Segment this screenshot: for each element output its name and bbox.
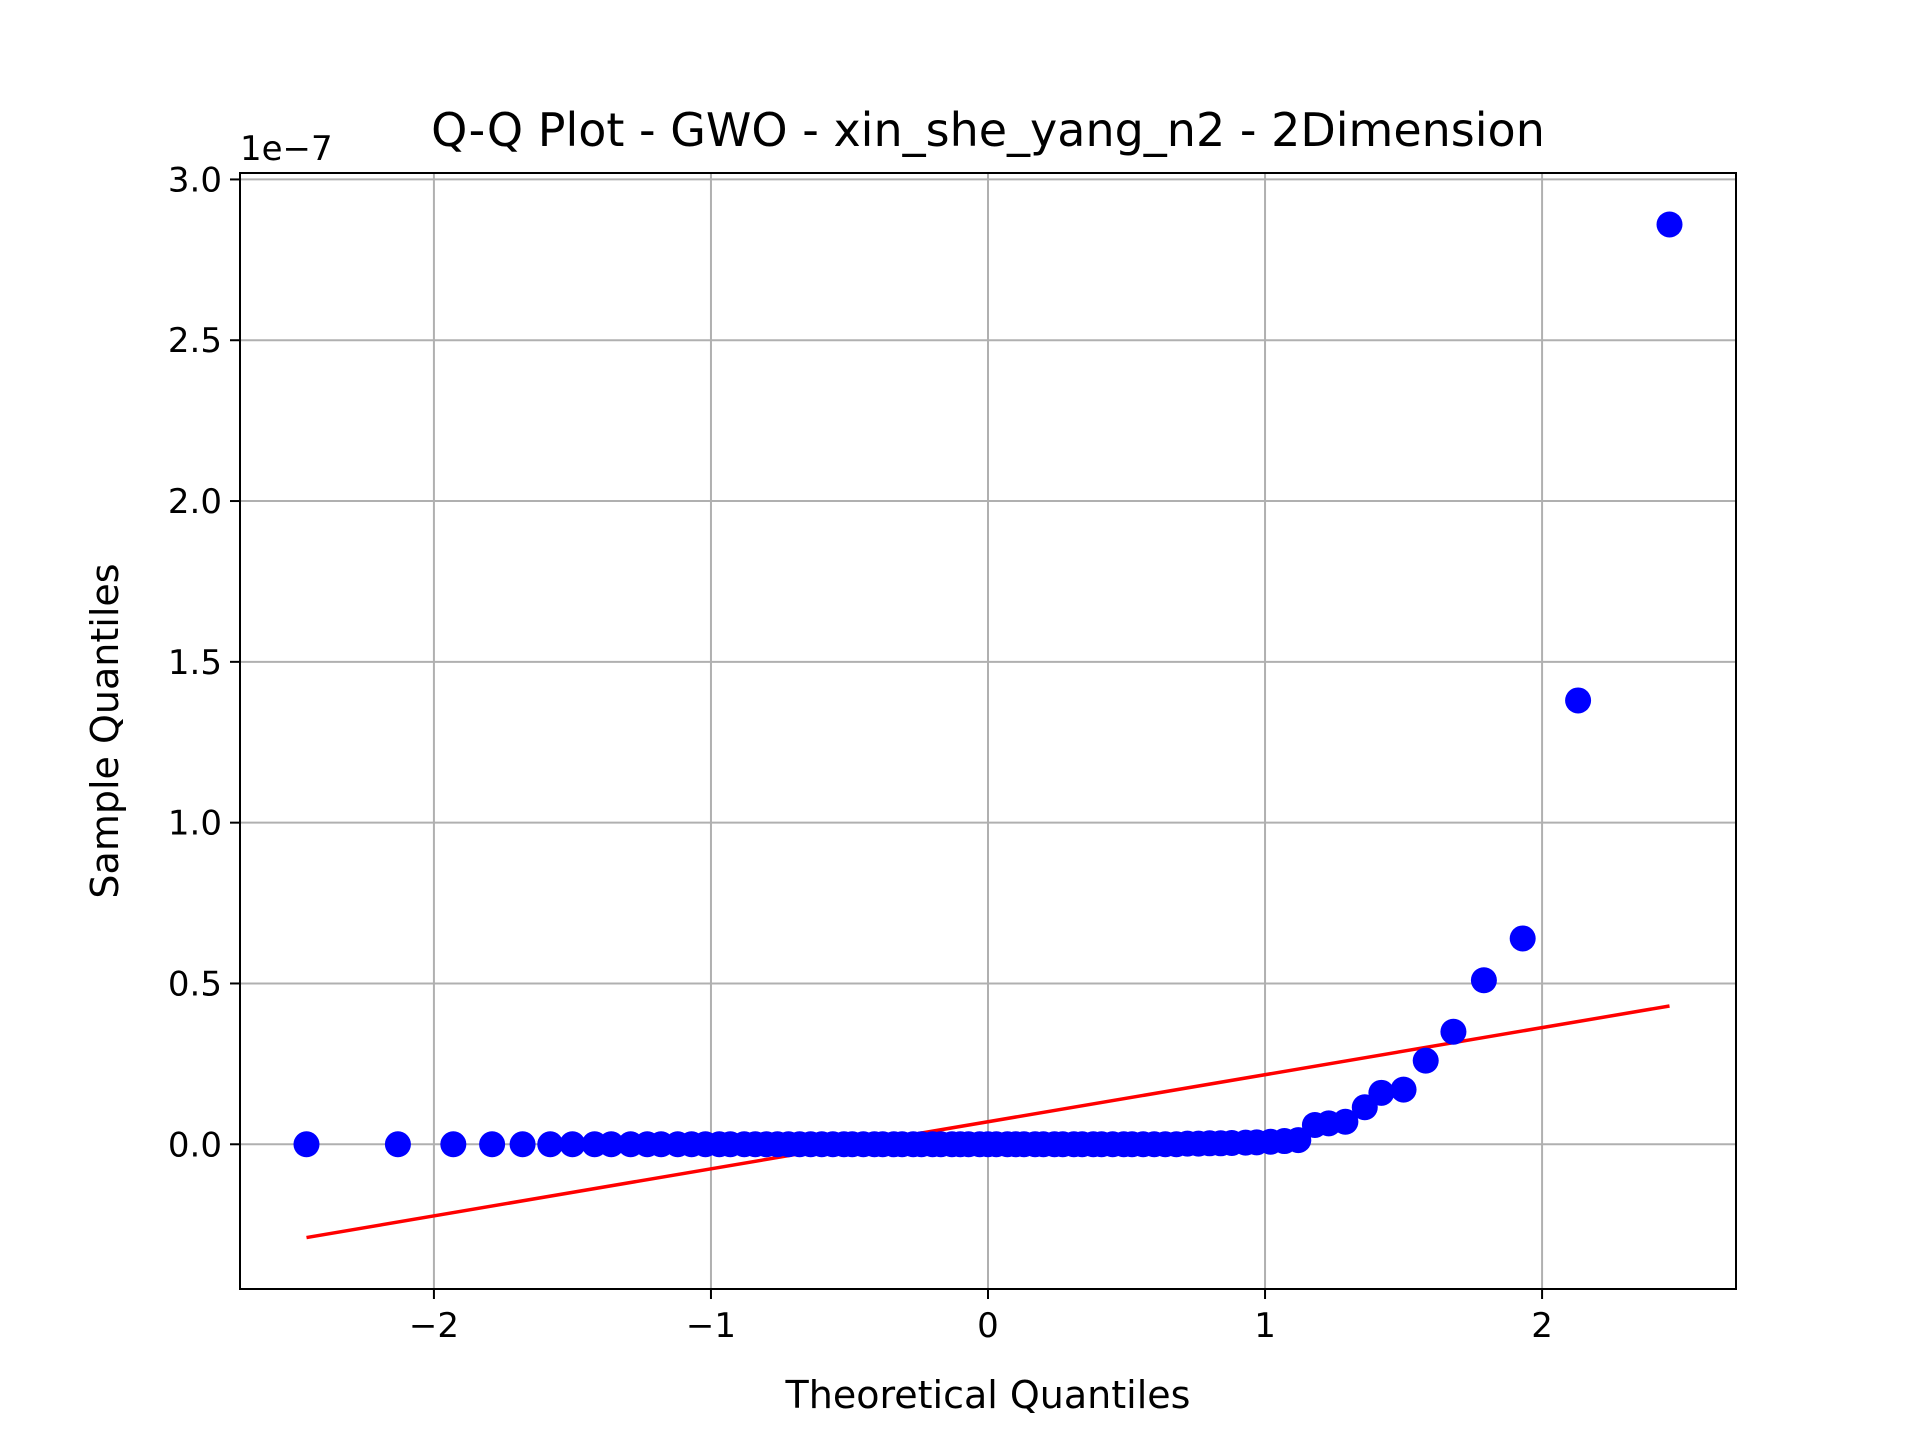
data-point [1285, 1127, 1312, 1154]
data-point [1368, 1079, 1395, 1106]
chart-title: Q-Q Plot - GWO - xin_she_yang_n2 - 2Dime… [431, 103, 1545, 157]
y-tick-label: 0.5 [168, 964, 222, 1004]
y-axis-ticks: 0.0 0.5 1.0 1.5 2.0 2.5 3.0 [168, 160, 240, 1165]
y-tick-label: 2.0 [168, 482, 222, 522]
data-point [384, 1131, 411, 1158]
y-tick-label: 1.5 [168, 643, 222, 683]
fit-line [306, 1004, 1670, 1240]
data-point [1470, 967, 1497, 994]
x-axis-label: Theoretical Quantiles [785, 1373, 1191, 1417]
y-tick-label: 3.0 [168, 160, 222, 200]
data-point [559, 1131, 586, 1158]
data-point [1412, 1047, 1439, 1074]
data-point [1332, 1108, 1359, 1135]
data-point [1565, 687, 1592, 714]
y-axis-label: Sample Quantiles [83, 563, 127, 898]
data-point [1390, 1076, 1417, 1103]
x-tick-label: 2 [1531, 1306, 1553, 1346]
x-tick-label: 1 [1254, 1306, 1276, 1346]
data-point [440, 1131, 467, 1158]
data-point [598, 1131, 625, 1158]
data-point [293, 1131, 320, 1158]
y-offset-label: 1e−7 [240, 129, 333, 169]
data-point [509, 1131, 536, 1158]
x-tick-label: −2 [409, 1306, 459, 1346]
y-tick-label: 1.0 [168, 804, 222, 844]
data-point [1509, 925, 1536, 952]
x-tick-label: 0 [977, 1306, 999, 1346]
fit-line-layer [306, 1004, 1670, 1240]
data-point [1440, 1018, 1467, 1045]
data-points [293, 211, 1683, 1158]
data-point [479, 1131, 506, 1158]
data-point [1656, 211, 1683, 238]
x-axis-ticks: −2 −1 0 1 2 [409, 1289, 1553, 1346]
y-tick-label: 2.5 [168, 321, 222, 361]
y-tick-label: 0.0 [168, 1125, 222, 1165]
data-point [537, 1131, 564, 1158]
x-tick-label: −1 [686, 1306, 736, 1346]
